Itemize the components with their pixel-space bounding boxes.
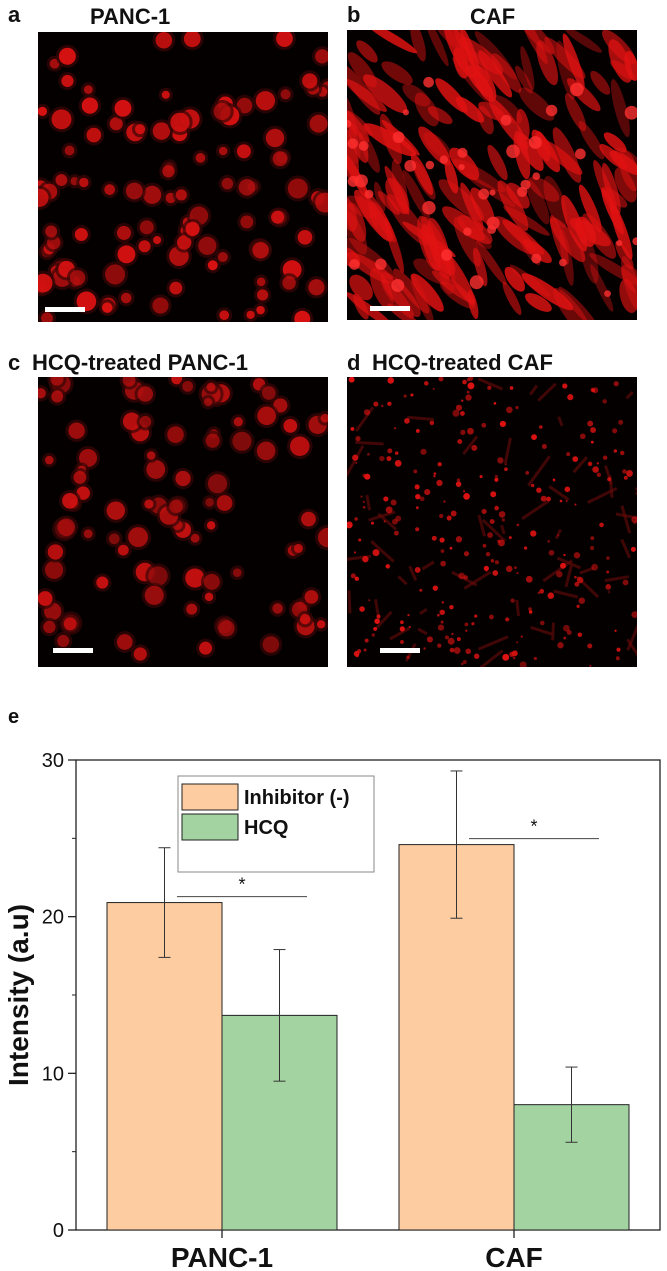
y-tick-label-0: 0 [53, 1220, 64, 1242]
panel-title-b: CAF [470, 4, 516, 29]
micrograph-panc1 [38, 32, 328, 322]
panel-letter-e: e [8, 706, 20, 728]
y-tick-label-2: 20 [42, 907, 64, 929]
scale-bar-d [380, 648, 420, 653]
significance-mark-0: * [238, 875, 245, 895]
significance-mark-1: * [530, 817, 537, 837]
panel-letter-d: d [347, 350, 361, 375]
scale-bar-c [53, 648, 93, 653]
panel-title-c: HCQ-treated PANC-1 [32, 350, 248, 375]
y-tick-label-1: 10 [42, 1063, 64, 1085]
legend-label-1: HCQ [244, 817, 288, 839]
panel-title-d: HCQ-treated CAF [372, 350, 553, 375]
y-axis-label: Intensity (a.u) [3, 904, 34, 1086]
bar-chart: * PANC-1 * CAF 0 10 20 30 Intensity (a.u) Inhibit… [3, 750, 661, 1271]
scale-bar-b [370, 306, 410, 311]
panel-letter-a: a [8, 2, 21, 27]
x-tick-label-0: PANC-1 [171, 1242, 273, 1271]
legend: Inhibitor (-) HCQ [177, 775, 375, 873]
legend-label-0: Inhibitor (-) [244, 787, 350, 809]
panel-letter-b: b [347, 2, 361, 27]
micrograph-hcq-caf [347, 377, 637, 667]
legend-swatch-1 [181, 813, 239, 841]
legend-swatch-0 [181, 783, 239, 811]
micrograph-caf [347, 30, 637, 320]
y-tick-label-3: 30 [42, 750, 64, 772]
x-tick-label-1: CAF [485, 1242, 543, 1271]
panel-letter-c: c [8, 350, 21, 375]
chart-area: * PANC-1 * CAF 0 10 20 30 Intensity (a.u) Inhibit… [3, 750, 661, 1271]
micrograph-hcq-panc1 [38, 377, 328, 667]
scale-bar-a [45, 307, 85, 312]
panel-title-a: PANC-1 [90, 4, 171, 29]
